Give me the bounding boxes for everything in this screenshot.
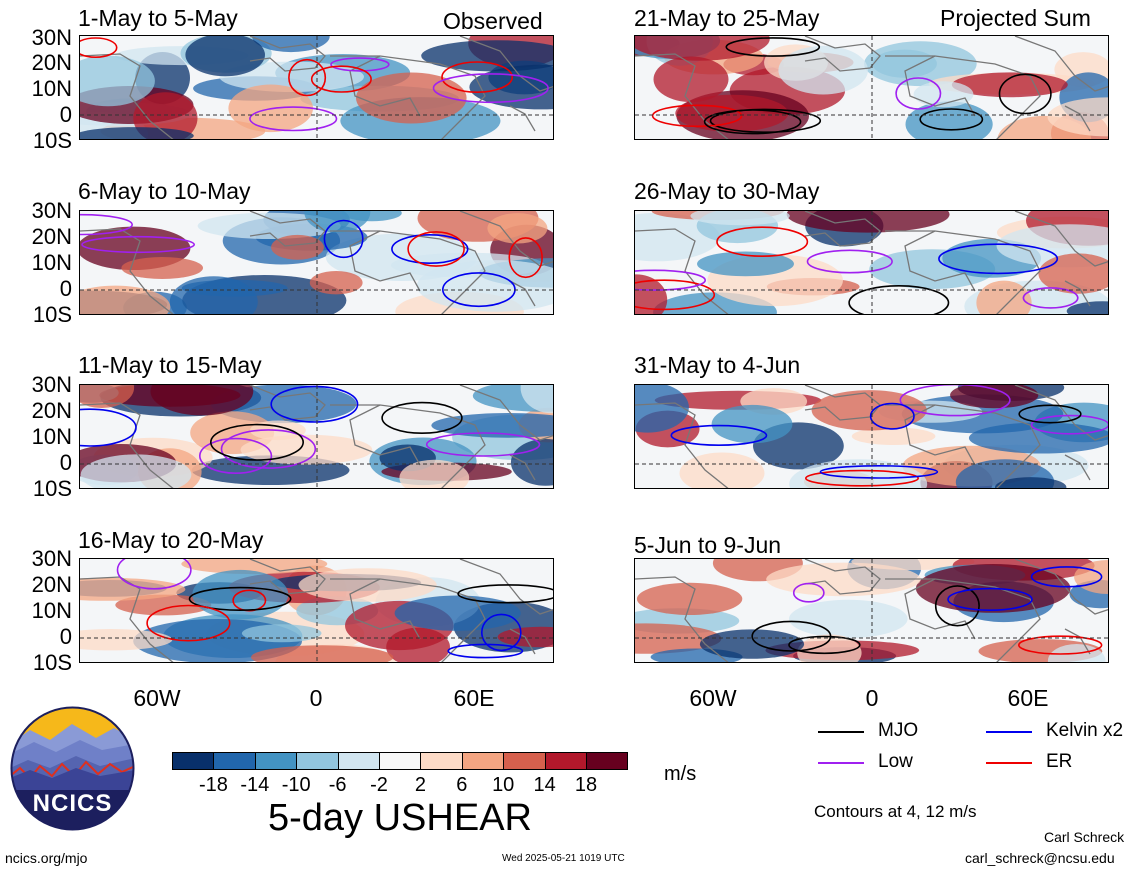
- lon-label: 60W: [689, 685, 737, 711]
- colorbar-tick-label: 18: [574, 774, 598, 796]
- panel-map: [635, 385, 1108, 488]
- legend-line-er: [986, 762, 1032, 764]
- lat-label: 10S: [32, 476, 72, 501]
- map-panel-projected-1: [634, 35, 1109, 140]
- colorbar-tick-label: -6: [328, 774, 347, 796]
- author-email: carl_schreck@ncsu.edu: [965, 850, 1115, 866]
- lon-label: 60W: [133, 685, 181, 711]
- panel-title: 21-May to 25-May: [634, 5, 820, 31]
- colorbar-swatch: [337, 752, 380, 770]
- colorbar-tick-label: -10: [281, 774, 311, 796]
- lat-label: 20N: [31, 50, 72, 75]
- contours-note: Contours at 4, 12 m/s: [814, 802, 977, 821]
- colorbar-swatch: [296, 752, 339, 770]
- logo-text: NCICS: [32, 790, 113, 817]
- colorbar-swatch: [172, 752, 215, 770]
- panel-title: 1-May to 5-May: [78, 5, 238, 31]
- colorbar-swatch: [213, 752, 256, 770]
- colorbar-unit: m/s: [664, 763, 697, 785]
- colorbar-swatch: [461, 752, 505, 770]
- lat-label: 10N: [31, 424, 72, 449]
- figure-title: 5-day USHEAR: [268, 797, 532, 839]
- lat-label: 0: [59, 624, 72, 649]
- colorbar-swatch: [586, 752, 629, 770]
- legend-label-kelvin: Kelvin x2: [1046, 720, 1124, 741]
- map-panel-observed-1: [79, 35, 554, 140]
- lat-label: 10S: [32, 650, 72, 675]
- lon-label: 0: [309, 685, 323, 711]
- panel-title: 16-May to 20-May: [78, 527, 264, 553]
- legend-line-low: [818, 762, 864, 764]
- panel-title: 6-May to 10-May: [78, 178, 251, 204]
- colorbar-swatch: [379, 752, 422, 770]
- colorbar-swatch: [503, 752, 546, 770]
- lat-label: 0: [59, 450, 72, 475]
- panel-title: 5-Jun to 9-Jun: [634, 532, 782, 558]
- lat-label: 30N: [31, 372, 72, 397]
- panel-map: [80, 559, 553, 662]
- panel-map: [80, 211, 553, 314]
- lat-label: 20N: [31, 224, 72, 249]
- colorbar-tick-label: 14: [533, 774, 556, 796]
- lat-label: 30N: [31, 25, 72, 50]
- panel-map: [635, 559, 1108, 662]
- timestamp: Wed 2025-05-21 1019 UTC: [502, 853, 625, 864]
- panel-map: [80, 385, 553, 488]
- legend-label-mjo: MJO: [878, 720, 919, 741]
- colorbar-tick-label: 6: [456, 774, 468, 796]
- map-panel-projected-3: [634, 384, 1109, 489]
- lat-label: 20N: [31, 398, 72, 423]
- lat-label: 30N: [31, 198, 72, 223]
- legend-label-er: ER: [1046, 751, 1073, 772]
- colorbar-tick-label: 2: [414, 774, 426, 796]
- colorbar-swatch: [254, 752, 298, 770]
- lon-label: 60E: [1007, 685, 1049, 711]
- colorbar-swatch: [544, 752, 587, 770]
- colorbar-swatch: [420, 752, 463, 770]
- colorbar-tick-label: -18: [198, 774, 228, 796]
- panel-title: 11-May to 15-May: [78, 352, 262, 378]
- map-panel-observed-4: [79, 558, 554, 663]
- map-panel-observed-2: [79, 210, 554, 315]
- lat-label: 10N: [31, 76, 72, 101]
- panel-title: 26-May to 30-May: [634, 178, 820, 204]
- projected-sum-header: Projected Sum: [940, 5, 1091, 31]
- website-url: ncics.org/mjo: [5, 850, 88, 866]
- map-panel-projected-4: [634, 558, 1109, 663]
- author-name: Carl Schreck: [1044, 829, 1125, 845]
- colorbar: -18 -14 -10 -6 -2 2 6 10 14 18: [172, 752, 629, 802]
- lat-label: 10S: [32, 128, 72, 153]
- map-panel-projected-2: [634, 210, 1109, 315]
- lon-label: 60E: [453, 685, 495, 711]
- lat-label: 10N: [31, 250, 72, 275]
- lat-label: 10N: [31, 598, 72, 623]
- lat-label: 30N: [31, 546, 72, 571]
- lat-label: 0: [59, 102, 72, 127]
- panel-title: 31-May to 4-Jun: [634, 352, 801, 378]
- lat-label: 0: [59, 276, 72, 301]
- legend-line-mjo: [818, 731, 864, 733]
- colorbar-tick-label: 10: [492, 774, 515, 796]
- ncics-logo: NCICS: [10, 706, 135, 831]
- lat-label: 20N: [31, 572, 72, 597]
- panel-map: [635, 36, 1108, 139]
- panel-map: [80, 36, 553, 139]
- colorbar-tick-label: -2: [370, 774, 388, 796]
- legend-line-kelvin: [986, 731, 1032, 733]
- colorbar-tick-label: -14: [240, 774, 270, 796]
- panel-map: [635, 211, 1108, 314]
- map-panel-observed-3: [79, 384, 554, 489]
- legend-label-low: Low: [878, 751, 913, 772]
- lon-label: 0: [865, 685, 879, 711]
- observed-header: Observed: [443, 8, 543, 34]
- lat-label: 10S: [32, 302, 72, 327]
